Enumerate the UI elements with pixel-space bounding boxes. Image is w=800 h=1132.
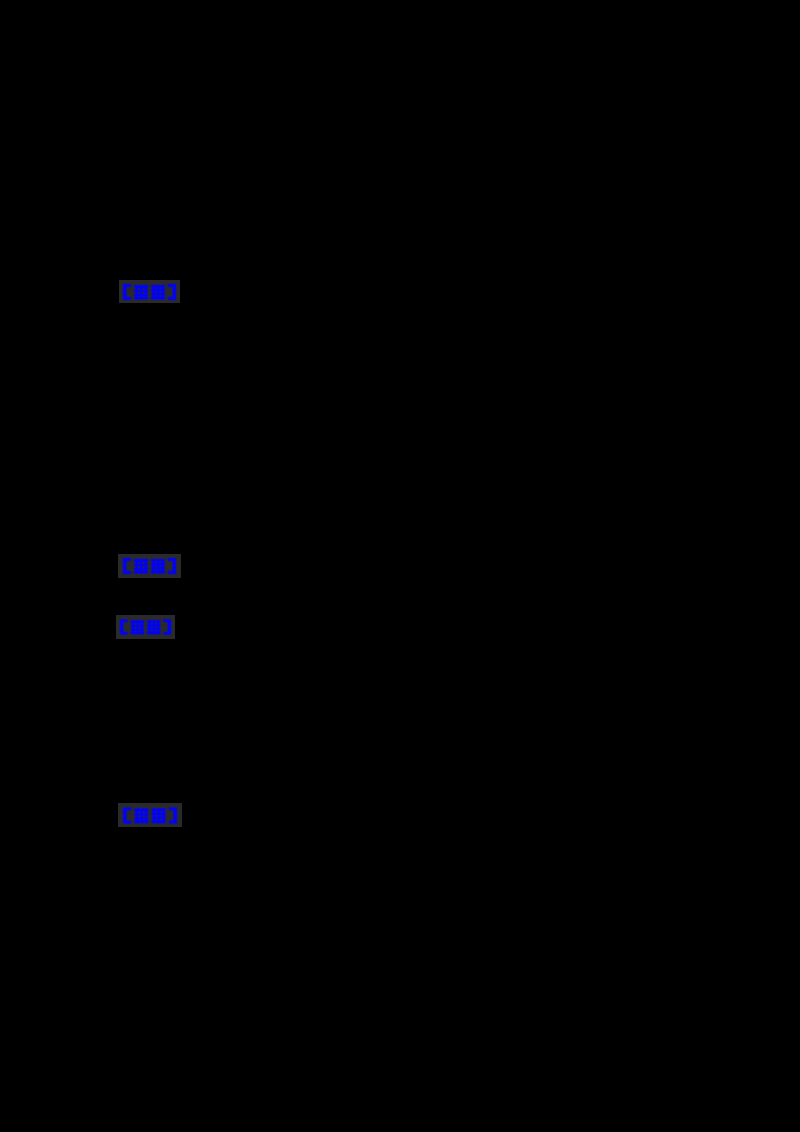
answer-label-graphic-2	[122, 558, 177, 574]
answer-label-link-1[interactable]: 【答案】	[119, 280, 180, 303]
analysis-label-link[interactable]: 【解析】	[116, 615, 175, 639]
answer-label-link-2[interactable]: 【答案】	[118, 554, 181, 578]
answer-label-link-3[interactable]: 【答案】	[118, 803, 182, 827]
answer-label-graphic-1	[122, 284, 177, 300]
analysis-label-graphic	[119, 619, 172, 635]
answer-label-graphic-3	[122, 807, 178, 824]
